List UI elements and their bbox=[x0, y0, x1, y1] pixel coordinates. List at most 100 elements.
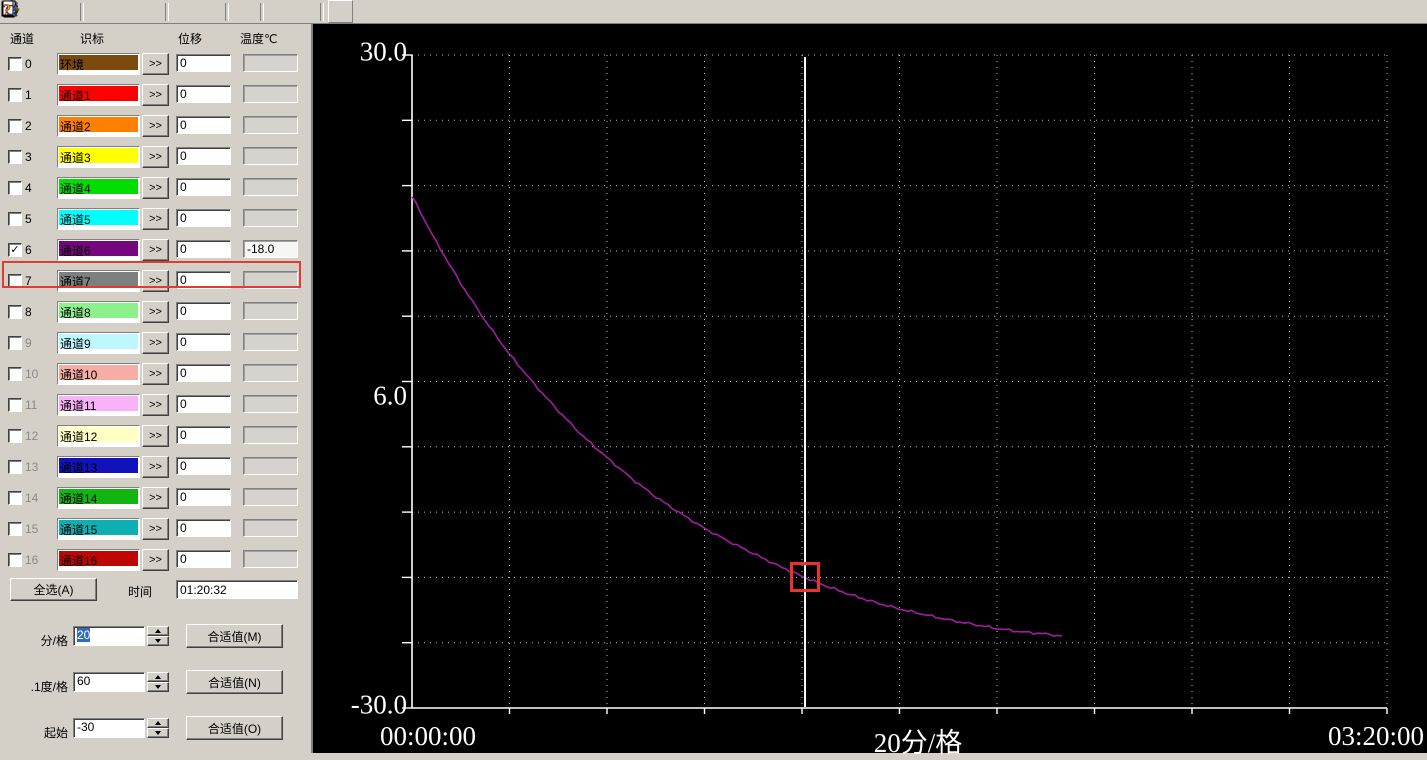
channel-number: 1 bbox=[25, 88, 32, 102]
channel-checkbox[interactable] bbox=[8, 460, 22, 474]
channel-checkbox[interactable] bbox=[8, 491, 22, 505]
channel-label-field[interactable]: 通道1 bbox=[57, 84, 140, 106]
channel-displacement-input[interactable] bbox=[176, 116, 231, 134]
channel-color-bar bbox=[59, 117, 138, 132]
channel-checkbox[interactable] bbox=[8, 212, 22, 226]
print-icon[interactable] bbox=[1, 0, 291, 22]
channel-checkbox[interactable] bbox=[8, 119, 22, 133]
channel-expand-button[interactable]: >> bbox=[142, 425, 169, 447]
channel-displacement-input[interactable] bbox=[176, 488, 231, 506]
channel-label-field[interactable]: 通道4 bbox=[57, 177, 140, 199]
channel-number: 5 bbox=[25, 212, 32, 226]
min-per-div-spin-down[interactable] bbox=[147, 636, 169, 646]
channel-checkbox[interactable] bbox=[8, 336, 22, 350]
channel-expand-button[interactable]: >> bbox=[142, 363, 169, 385]
channel-label-field[interactable]: 通道8 bbox=[57, 301, 140, 323]
channel-displacement-input[interactable] bbox=[176, 333, 231, 351]
channel-label-field[interactable]: 通道13 bbox=[57, 456, 140, 478]
deg-per-div-spin-down[interactable] bbox=[147, 682, 169, 692]
channel-label-field[interactable]: 通道3 bbox=[57, 146, 140, 168]
channel-expand-button[interactable]: >> bbox=[142, 332, 169, 354]
channel-expand-button[interactable]: >> bbox=[142, 177, 169, 199]
cursor-tracking-square[interactable] bbox=[789, 562, 820, 593]
channel-expand-button[interactable]: >> bbox=[142, 146, 169, 168]
channel-label-field[interactable]: 通道6 bbox=[57, 239, 140, 261]
channel-row: 12 通道12 >> bbox=[0, 424, 310, 450]
print-preview-icon[interactable] bbox=[2, 0, 316, 22]
min-per-div-spin-up[interactable] bbox=[147, 626, 169, 636]
deg-per-div-input[interactable]: 60 bbox=[73, 672, 145, 692]
channel-expand-button[interactable]: >> bbox=[142, 301, 169, 323]
channel-label-field[interactable]: 通道11 bbox=[57, 394, 140, 416]
channel-expand-button[interactable]: >> bbox=[142, 456, 169, 478]
channel-checkbox[interactable] bbox=[8, 150, 22, 164]
fit-scale-button[interactable]: 合适值(N) bbox=[186, 670, 283, 694]
channel-expand-button[interactable]: >> bbox=[142, 239, 169, 261]
channel-displacement-input[interactable] bbox=[176, 209, 231, 227]
channel-label-field[interactable]: 通道2 bbox=[57, 115, 140, 137]
channel-displacement-input[interactable] bbox=[176, 54, 231, 72]
channel-expand-button[interactable]: >> bbox=[142, 549, 169, 571]
channel-displacement-input[interactable] bbox=[176, 147, 231, 165]
channel-label-field[interactable]: 通道9 bbox=[57, 332, 140, 354]
channel-expand-button[interactable]: >> bbox=[142, 518, 169, 540]
channel-expand-button[interactable]: >> bbox=[142, 394, 169, 416]
select-all-button[interactable]: 全选(A) bbox=[10, 578, 97, 601]
channel-displacement-input[interactable] bbox=[176, 302, 231, 320]
channel-displacement-input[interactable] bbox=[176, 426, 231, 444]
channel-label-field[interactable]: 通道14 bbox=[57, 487, 140, 509]
properties-icon[interactable] bbox=[1, 1, 221, 22]
sign-123-icon[interactable]: 123 bbox=[2, 1, 256, 22]
save-icon[interactable] bbox=[1, 1, 76, 22]
open-file-icon[interactable] bbox=[1, 1, 51, 22]
chart-area[interactable]: 30.0 6.0 -30.0 00:00:00 20分/格 03:20:00 bbox=[313, 24, 1427, 758]
channel-checkbox[interactable] bbox=[8, 522, 22, 536]
channel-checkbox[interactable] bbox=[8, 57, 22, 71]
play-icon[interactable] bbox=[3, 1, 111, 22]
channel-label-field[interactable]: 通道15 bbox=[57, 518, 140, 540]
channel-label-field[interactable]: 通道16 bbox=[57, 549, 140, 571]
channel-checkbox[interactable] bbox=[8, 367, 22, 381]
channel-expand-button[interactable]: >> bbox=[142, 53, 169, 75]
channel-checkbox[interactable] bbox=[8, 305, 22, 319]
help-icon[interactable]: ? bbox=[3, 0, 353, 23]
channel-checkbox[interactable] bbox=[8, 88, 22, 102]
channel-displacement-input[interactable] bbox=[176, 240, 231, 258]
channel-displacement-input[interactable] bbox=[176, 457, 231, 475]
channel-number: 3 bbox=[25, 150, 32, 164]
channel-expand-button[interactable]: >> bbox=[142, 115, 169, 137]
channel-label-field[interactable]: 环境 bbox=[57, 53, 140, 75]
channel-color-bar bbox=[59, 427, 138, 442]
channel-displacement-input[interactable] bbox=[176, 85, 231, 103]
channel-displacement-input[interactable] bbox=[176, 519, 231, 537]
toolbar: 123 ? bbox=[0, 0, 1427, 24]
tools-icon[interactable] bbox=[1, 0, 196, 22]
start-value-spin-down[interactable] bbox=[147, 728, 169, 738]
channel-displacement-input[interactable] bbox=[176, 395, 231, 413]
channel-checkbox[interactable]: ✓ bbox=[8, 243, 22, 257]
deg-per-div-spin-up[interactable] bbox=[147, 672, 169, 682]
step-forward-icon[interactable] bbox=[2, 1, 161, 22]
time-field[interactable] bbox=[176, 580, 298, 599]
channel-checkbox[interactable] bbox=[8, 181, 22, 195]
channel-displacement-input[interactable] bbox=[176, 271, 231, 289]
channel-checkbox[interactable] bbox=[8, 398, 22, 412]
fit-time-button[interactable]: 合适值(M) bbox=[186, 624, 283, 648]
channel-expand-button[interactable]: >> bbox=[142, 208, 169, 230]
fit-start-button[interactable]: 合适值(O) bbox=[186, 716, 283, 740]
channel-label-field[interactable]: 通道12 bbox=[57, 425, 140, 447]
channel-label-field[interactable]: 通道5 bbox=[57, 208, 140, 230]
channel-expand-button[interactable]: >> bbox=[142, 84, 169, 106]
start-value-spin-up[interactable] bbox=[147, 718, 169, 728]
channel-label-field[interactable]: 通道10 bbox=[57, 363, 140, 385]
pause-icon[interactable] bbox=[3, 1, 136, 22]
channel-expand-button[interactable]: >> bbox=[142, 487, 169, 509]
toolbar-separator bbox=[165, 2, 169, 21]
channel-checkbox[interactable] bbox=[8, 429, 22, 443]
min-per-div-input[interactable]: 20 bbox=[73, 626, 145, 646]
channel-displacement-input[interactable] bbox=[176, 364, 231, 382]
channel-displacement-input[interactable] bbox=[176, 550, 231, 568]
channel-checkbox[interactable] bbox=[8, 553, 22, 567]
start-value-input[interactable]: -30 bbox=[73, 718, 145, 738]
channel-displacement-input[interactable] bbox=[176, 178, 231, 196]
